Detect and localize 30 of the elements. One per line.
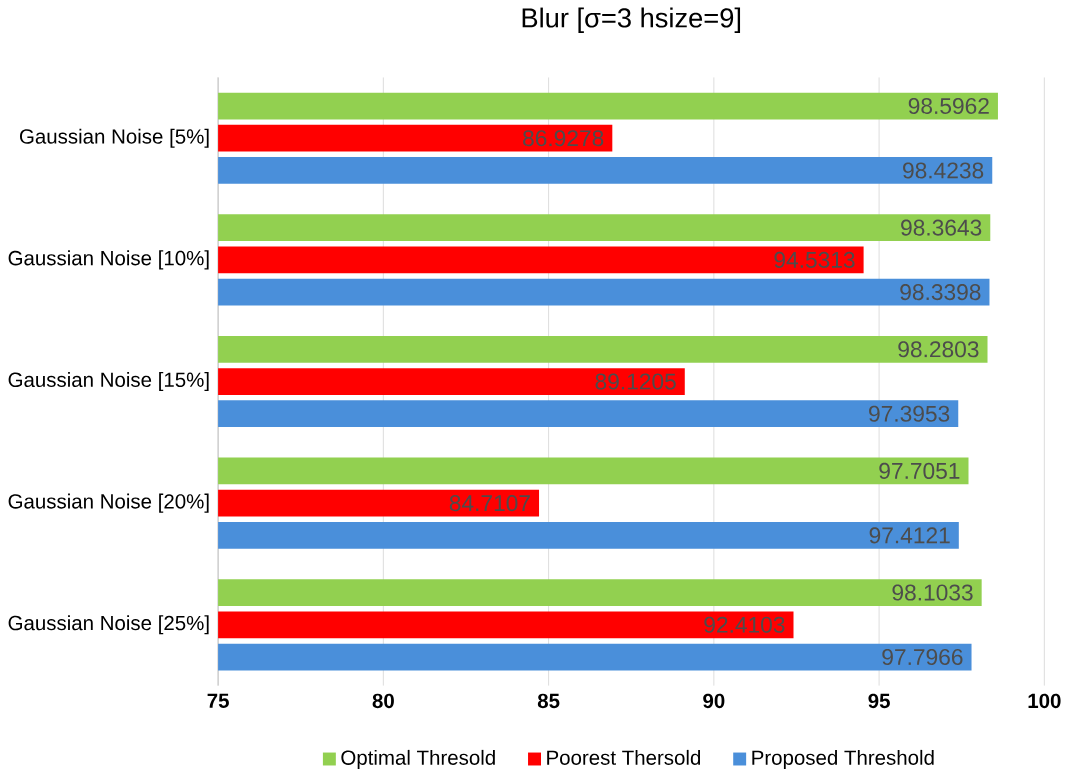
data-label: 86.9278 — [523, 130, 604, 147]
y-tick-label: Gaussian Noise [15%] — [8, 371, 209, 391]
data-label: 97.7966 — [882, 648, 963, 665]
chart-title: Blur [σ=3 hsize=9] — [522, 7, 741, 33]
data-label: 98.3398 — [900, 283, 981, 301]
data-label: 98.5962 — [908, 97, 989, 114]
x-tick-label: 75 — [207, 693, 229, 708]
y-tick-label: Gaussian Noise [25%] — [8, 615, 209, 635]
data-label: 92.4103 — [704, 616, 785, 633]
data-label: 97.7051 — [879, 462, 960, 479]
x-tick-label: 80 — [372, 693, 394, 709]
data-label: 98.4238 — [903, 162, 984, 179]
x-tick-label: 85 — [537, 693, 560, 709]
legend-label: Optimal Thresold — [341, 749, 495, 769]
legend-label: Poorest Thersold — [547, 749, 701, 765]
data-label: 84.7107 — [449, 495, 530, 512]
y-tick-label: Gaussian Noise [10%] — [8, 250, 209, 270]
data-label: 89.1205 — [595, 373, 676, 390]
data-label: 98.1033 — [892, 584, 973, 601]
data-label: 97.3953 — [869, 405, 950, 422]
x-tick-label: 90 — [703, 693, 725, 709]
data-label: 97.4121 — [869, 527, 950, 544]
x-tick-label: 100 — [1028, 693, 1061, 709]
y-tick-label: Gaussian Noise [5%] — [20, 128, 209, 148]
data-label: 98.3643 — [901, 219, 982, 236]
legend-label: Proposed Threshold — [752, 749, 934, 769]
data-label: 98.2803 — [898, 341, 979, 358]
x-tick-label: 95 — [868, 693, 890, 709]
y-tick-label: Gaussian Noise [20%] — [8, 493, 209, 513]
data-label: 94.5313 — [774, 251, 855, 268]
